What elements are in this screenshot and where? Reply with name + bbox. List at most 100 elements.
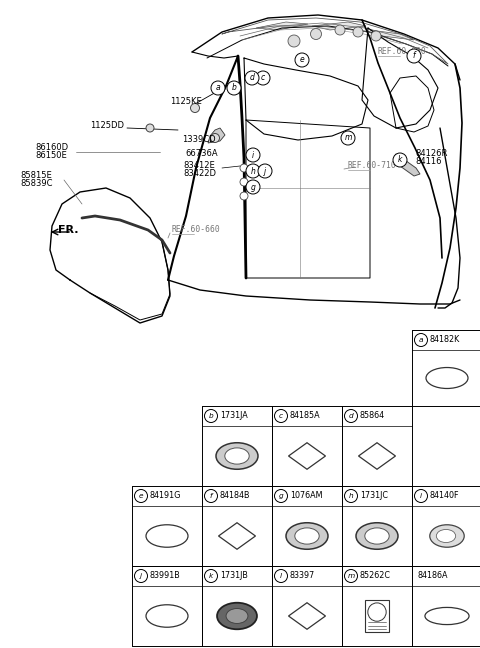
Text: 84140F: 84140F — [430, 491, 459, 500]
Circle shape — [368, 603, 386, 621]
Text: 84185A: 84185A — [290, 411, 321, 421]
Text: 85839C: 85839C — [20, 179, 52, 189]
Circle shape — [211, 81, 225, 95]
Circle shape — [246, 180, 260, 194]
Text: 1339CD: 1339CD — [182, 135, 216, 145]
Circle shape — [256, 71, 270, 85]
Text: b: b — [231, 84, 237, 93]
Text: j: j — [140, 573, 142, 579]
Ellipse shape — [217, 603, 257, 629]
Text: a: a — [419, 337, 423, 343]
Circle shape — [245, 71, 259, 85]
Circle shape — [227, 81, 241, 95]
Text: g: g — [251, 183, 255, 192]
Text: k: k — [209, 573, 213, 579]
Text: 83412E: 83412E — [183, 161, 215, 170]
Ellipse shape — [365, 528, 389, 544]
Ellipse shape — [286, 523, 328, 550]
Text: b: b — [209, 413, 213, 419]
Text: REF.60-710: REF.60-710 — [348, 161, 397, 170]
Text: e: e — [139, 493, 143, 499]
Text: 84116: 84116 — [415, 157, 442, 165]
Text: i: i — [420, 493, 422, 499]
Text: d: d — [348, 413, 353, 419]
Text: 86160D: 86160D — [35, 143, 68, 152]
Text: f: f — [413, 51, 415, 60]
Text: e: e — [300, 56, 304, 65]
Circle shape — [134, 489, 147, 502]
Polygon shape — [370, 30, 414, 40]
Polygon shape — [208, 128, 225, 143]
Text: m: m — [344, 133, 352, 143]
Ellipse shape — [425, 607, 469, 625]
Text: i: i — [252, 150, 254, 159]
Circle shape — [415, 489, 428, 502]
Text: REF.60-690: REF.60-690 — [378, 47, 427, 56]
Text: c: c — [261, 73, 265, 82]
Ellipse shape — [226, 608, 248, 623]
Text: l: l — [280, 573, 282, 579]
Circle shape — [275, 410, 288, 422]
Text: 84191G: 84191G — [150, 491, 181, 500]
Text: 1731JC: 1731JC — [360, 491, 388, 500]
Circle shape — [345, 489, 358, 502]
Circle shape — [240, 164, 248, 172]
FancyBboxPatch shape — [365, 599, 389, 632]
Circle shape — [146, 124, 154, 132]
Text: k: k — [398, 156, 402, 165]
Text: c: c — [279, 413, 283, 419]
Circle shape — [295, 53, 309, 67]
Text: 84186A: 84186A — [417, 572, 447, 581]
Circle shape — [275, 570, 288, 583]
Circle shape — [341, 131, 355, 145]
Circle shape — [249, 75, 255, 81]
Ellipse shape — [146, 525, 188, 547]
Circle shape — [260, 75, 266, 81]
Text: h: h — [251, 167, 255, 176]
Text: h: h — [348, 493, 353, 499]
Ellipse shape — [436, 529, 456, 542]
Polygon shape — [256, 22, 308, 30]
Polygon shape — [394, 154, 420, 176]
Text: j: j — [264, 167, 266, 176]
Text: 83422D: 83422D — [183, 168, 216, 178]
Text: d: d — [250, 73, 254, 82]
Circle shape — [246, 148, 260, 162]
Circle shape — [204, 489, 217, 502]
Text: 66736A: 66736A — [185, 148, 217, 157]
Circle shape — [407, 49, 421, 63]
Ellipse shape — [430, 525, 464, 547]
Circle shape — [204, 570, 217, 583]
Text: REF.60-660: REF.60-660 — [172, 226, 221, 235]
Text: 83991B: 83991B — [150, 572, 181, 581]
Circle shape — [246, 164, 260, 178]
Text: 1731JB: 1731JB — [220, 572, 248, 581]
Circle shape — [288, 35, 300, 47]
Text: 1125DD: 1125DD — [90, 122, 124, 130]
Ellipse shape — [146, 605, 188, 627]
Circle shape — [240, 192, 248, 200]
Circle shape — [275, 489, 288, 502]
Text: 1076AM: 1076AM — [290, 491, 323, 500]
Circle shape — [204, 410, 217, 422]
Circle shape — [345, 570, 358, 583]
Circle shape — [134, 570, 147, 583]
Ellipse shape — [426, 367, 468, 389]
Ellipse shape — [295, 528, 319, 544]
Text: f: f — [210, 493, 212, 499]
Circle shape — [211, 133, 219, 143]
Circle shape — [393, 153, 407, 167]
Ellipse shape — [216, 443, 258, 469]
Text: FR.: FR. — [58, 225, 79, 235]
Circle shape — [240, 178, 248, 186]
Circle shape — [335, 25, 345, 35]
Text: m: m — [348, 573, 355, 579]
Circle shape — [345, 410, 358, 422]
Circle shape — [311, 29, 322, 40]
Circle shape — [415, 334, 428, 347]
Text: 1125KE: 1125KE — [170, 97, 202, 106]
Text: 86150E: 86150E — [35, 152, 67, 161]
Text: 85262C: 85262C — [360, 572, 391, 581]
Circle shape — [231, 85, 237, 91]
Text: g: g — [279, 493, 283, 499]
